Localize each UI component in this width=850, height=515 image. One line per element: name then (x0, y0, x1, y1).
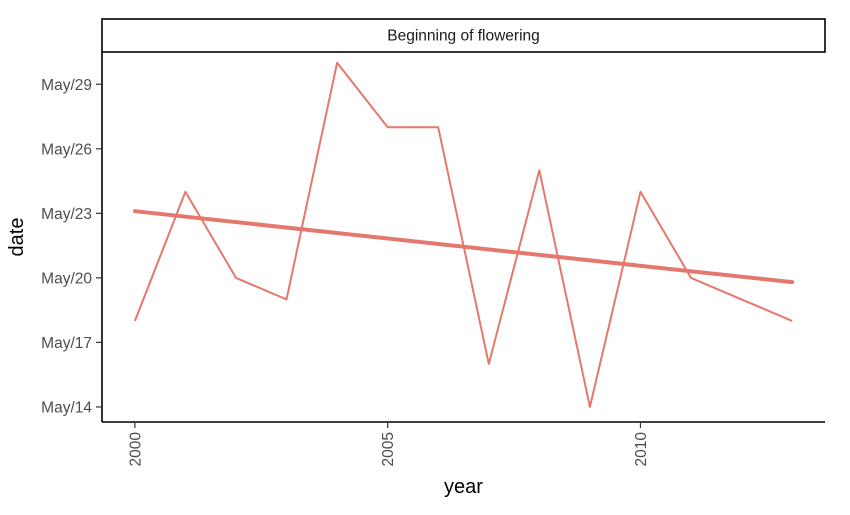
facet-strip-label: Beginning of flowering (387, 28, 540, 45)
axes: May/14 May/17 May/20 May/23 May/26 May/29 2000… (41, 52, 825, 466)
y-tick-label: May/29 (41, 77, 92, 94)
y-tick-label: May/17 (41, 335, 92, 352)
facet-strip: Beginning of flowering (101, 18, 826, 53)
trend-line (132, 209, 795, 285)
y-axis-title: date (6, 218, 28, 257)
axis-titles: year date (6, 218, 483, 498)
series-line (133, 61, 793, 408)
marks (132, 61, 795, 408)
facet-strip-box (101, 18, 826, 53)
x-tick-label: 2010 (633, 432, 650, 467)
y-tick-label: May/14 (41, 399, 92, 416)
y-tick-label: May/26 (41, 141, 92, 158)
x-tick-label: 2000 (127, 432, 144, 467)
x-tick-label: 2005 (380, 432, 397, 466)
y-tick-label: May/20 (41, 270, 92, 287)
y-tick-label: May/23 (41, 206, 92, 223)
x-axis-title: year (444, 476, 483, 498)
